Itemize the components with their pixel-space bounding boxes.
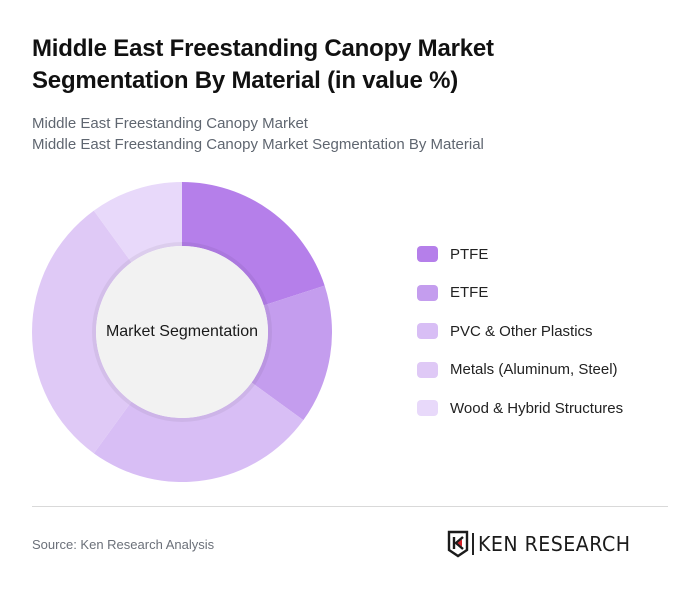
ken-research-logo: KEN RESEARCH	[447, 530, 638, 558]
legend-item[interactable]: ETFE	[417, 283, 623, 303]
legend-item[interactable]: Metals (Aluminum, Steel)	[417, 360, 623, 380]
donut-segment-etfe[interactable]	[251, 285, 332, 421]
legend-swatch-icon	[417, 284, 438, 301]
legend-item[interactable]: PVC & Other Plastics	[417, 321, 623, 341]
legend-label: ETFE	[450, 284, 489, 301]
donut-chart: Market Segmentation	[32, 182, 332, 482]
donut-segment-pvc-other-plastics[interactable]	[93, 382, 304, 482]
donut-segment-ptfe[interactable]	[182, 182, 325, 306]
subtitle-line-1: Middle East Freestanding Canopy Market	[32, 115, 308, 132]
logo-text: KEN RESEARCH	[477, 532, 631, 556]
chart-subtitle: Middle East Freestanding Canopy Market M…	[32, 113, 484, 155]
legend-label: PTFE	[450, 245, 489, 263]
donut-svg	[32, 182, 332, 482]
source-note: Source: Ken Research Analysis	[32, 537, 215, 552]
legend-swatch-icon	[417, 400, 438, 416]
ken-research-logo-icon	[447, 530, 469, 558]
subtitle-line-2: Middle East Freestanding Canopy Market S…	[32, 136, 484, 153]
donut-segment-metals-aluminum-steel[interactable]	[32, 210, 132, 454]
legend-swatch-icon	[417, 323, 438, 339]
legend-swatch-icon	[417, 361, 438, 378]
donut-inner-shadow	[92, 242, 272, 422]
logo-separator	[472, 533, 474, 555]
legend-item[interactable]: Wood & Hybrid Structures	[417, 398, 623, 418]
donut-center	[96, 246, 268, 418]
legend-item[interactable]: PTFE	[417, 244, 623, 264]
donut-segment-wood-hybrid-structures[interactable]	[93, 182, 182, 263]
chart-title: Middle East Freestanding Canopy Market S…	[32, 35, 494, 94]
legend-swatch-icon	[417, 246, 438, 262]
legend-label: Wood & Hybrid Structures	[450, 399, 624, 417]
legend-label: Metals (Aluminum, Steel)	[450, 361, 618, 378]
footer-divider	[32, 506, 668, 507]
legend-label: PVC & Other Plastics	[450, 322, 593, 340]
chart-legend: PTFE ETFE PVC & Other Plastics Metals (Alum…	[417, 244, 623, 437]
